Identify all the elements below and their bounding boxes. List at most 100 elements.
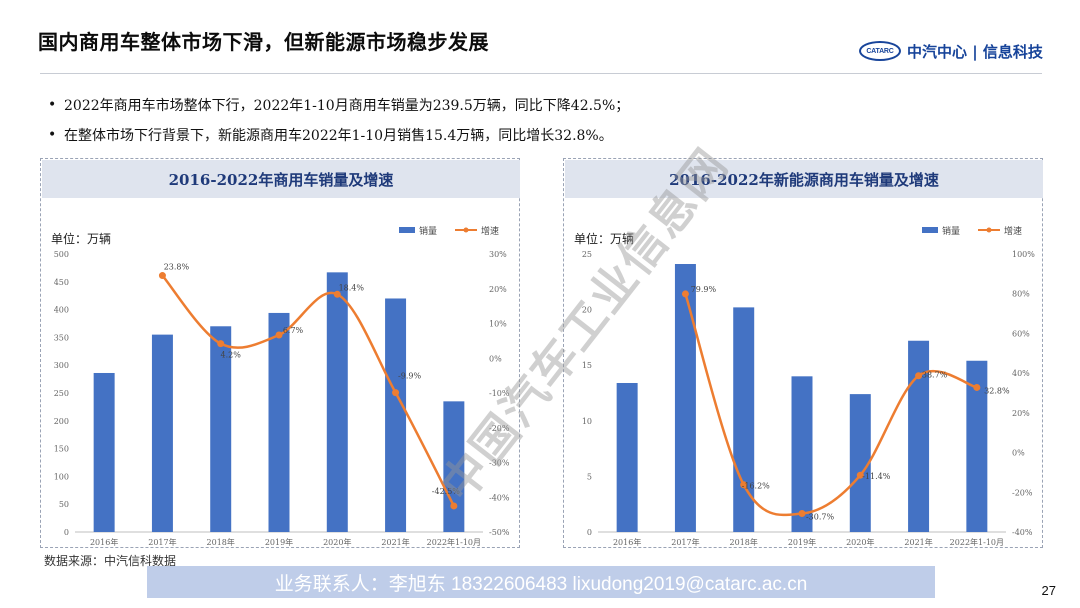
growth-point-2020年 [856,471,864,479]
y-right-tick-label: -40% [489,493,510,502]
growth-point-2017年 [158,272,166,280]
growth-data-label: -30.7% [806,513,835,522]
x-tick-label: 2021年 [904,537,932,547]
growth-point-2018年 [217,340,225,348]
y-left-tick-label: 0 [64,528,69,537]
y-left-tick-label: 20 [582,306,592,315]
y-left-tick-label: 350 [54,333,69,342]
y-right-tick-label: -30% [489,459,510,468]
legend-sales-label: 销量 [942,225,960,237]
growth-point-2021年 [915,372,923,380]
y-left-tick-label: 0 [587,528,592,537]
bullet-item: • 在整体市场下行背景下，新能源商用车2022年1-10月销售15.4万辆，同比… [48,120,629,150]
x-tick-label: 2018年 [730,537,758,547]
brand-logo: CATARC 中汽中心 | 信息科技 [859,38,1045,64]
growth-data-label: -9.9% [398,372,421,381]
y-right-tick-label: 20% [489,285,507,294]
x-tick-label: 2017年 [671,537,699,547]
page-number: 27 [1041,583,1056,598]
legend-sales-swatch [922,227,938,233]
brand-name: 中汽中心 | 信息科技 [907,42,1043,61]
y-left-tick-label: 100 [54,472,69,481]
page-title: 国内商用车整体市场下滑，但新能源市场稳步发展 [38,30,489,54]
y-right-tick-label: 0% [1012,449,1025,458]
y-right-tick-label: 40% [1012,369,1030,378]
y-right-tick-label: -20% [489,424,510,433]
legend-sales-label: 销量 [419,225,437,237]
growth-point-2020年 [333,290,341,298]
x-tick-label: 2020年 [846,537,874,547]
bullet-dot-icon: • [48,127,57,143]
growth-data-label: 32.8% [984,386,1010,395]
growth-point-2022年1-10月 [973,383,981,391]
y-left-tick-label: 10 [582,417,592,426]
growth-data-label: -11.4% [862,472,891,481]
y-left-tick-label: 150 [54,445,69,454]
x-tick-label: 2018年 [207,537,235,547]
y-right-tick-label: -50% [489,528,510,537]
bar-2016年 [93,372,115,532]
growth-point-2019年 [798,510,806,518]
bar-2019年 [268,312,290,532]
growth-point-2022年1-10月 [450,502,458,510]
bar-2020年 [326,272,348,532]
y-right-tick-label: 60% [1012,329,1030,338]
bar-2017年 [151,334,173,532]
x-tick-label: 2019年 [788,537,816,547]
y-right-tick-label: 10% [489,320,507,329]
chart-panel-commercial-vehicle: 2016-2022年商用车销量及增速 单位：万辆 销量 增速 0 50 100 150 200 2… [40,158,520,548]
x-tick-label: 2019年 [265,537,293,547]
x-tick-label: 2022年1-10月 [427,537,481,547]
y-left-tick-label: 200 [54,417,69,426]
y-right-tick-label: -10% [489,389,510,398]
growth-rate-line [684,293,978,517]
bar-2021年 [385,298,407,532]
bar-2018年 [210,326,232,532]
bar-2019年 [791,376,813,532]
growth-data-label: 4.2% [221,351,242,360]
chart-title: 2016-2022年新能源商用车销量及增速 [669,171,939,189]
catarc-logo-icon: CATARC [859,41,901,61]
chart-panel-new-energy: 2016-2022年新能源商用车销量及增速 单位：万辆 销量 增速 0 5 10 15 20 25… [563,158,1043,548]
x-tick-label: 2021年 [381,537,409,547]
y-left-tick-label: 250 [54,389,69,398]
chart-title: 2016-2022年商用车销量及增速 [169,171,394,189]
bar-2016年 [616,382,638,532]
unit-label: 单位：万辆 [51,231,111,246]
growth-data-label: -16.2% [742,482,771,491]
growth-data-label: 18.4% [339,283,365,292]
y-left-tick-label: 500 [54,250,69,259]
chart-title-band [42,160,520,198]
contact-banner: 业务联系人：李旭东 18322606483 lixudong2019@catar… [147,566,935,598]
bullet-item: • 2022年商用车市场整体下行，2022年1-10月商用车销量为239.5万辆… [48,90,629,120]
legend-growth-marker [463,227,469,233]
growth-data-label: 79.9% [691,285,717,294]
growth-data-label: -42.5% [432,487,461,496]
y-right-tick-label: 20% [1012,409,1030,418]
legend-growth-label: 增速 [481,225,499,237]
x-tick-label: 2022年1-10月 [950,537,1004,547]
growth-point-2018年 [740,481,748,489]
y-right-tick-label: 80% [1012,290,1030,299]
growth-point-2017年 [681,290,689,298]
header-divider [40,73,1042,74]
growth-data-label: 23.8% [164,263,190,272]
legend-growth-label: 增速 [1004,225,1022,237]
x-tick-label: 2016年 [613,537,641,547]
growth-point-2021年 [392,389,400,397]
y-right-tick-label: 0% [489,354,502,363]
bullet-text: 在整体市场下行背景下，新能源商用车2022年1-10月销售15.4万辆，同比增长… [64,128,613,144]
data-source-note: 数据来源：中汽信科数据 [44,554,177,568]
bar-2022年1-10月 [443,401,465,532]
legend-sales-swatch [399,227,415,233]
bar-2021年 [908,340,930,532]
x-tick-label: 2017年 [148,537,176,547]
chart-title-band [565,160,1043,198]
y-left-tick-label: 5 [587,472,592,481]
y-right-tick-label: 30% [489,250,507,259]
bar-2017年 [674,264,696,532]
legend-growth-marker [986,227,992,233]
unit-label: 单位：万辆 [574,231,634,246]
